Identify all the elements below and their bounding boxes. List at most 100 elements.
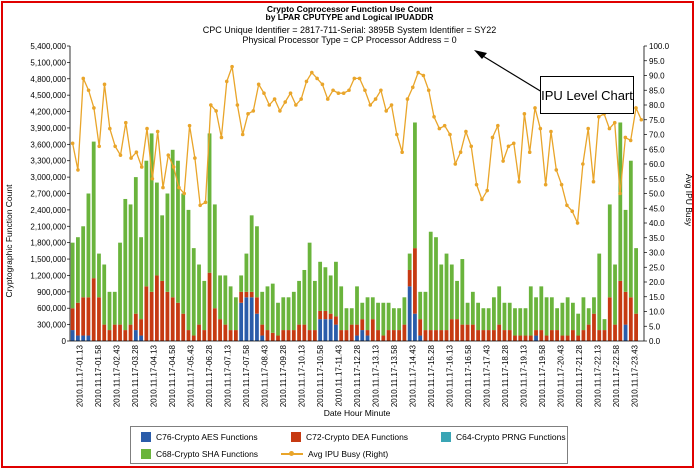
ipu-busy-point bbox=[123, 120, 128, 125]
bar-dea bbox=[323, 310, 328, 320]
bar-sha bbox=[497, 286, 502, 325]
bar-dea bbox=[623, 291, 628, 325]
ipu-busy-point bbox=[187, 123, 192, 128]
bar-aes bbox=[239, 302, 244, 341]
ipu-busy-point bbox=[485, 188, 489, 193]
bar-dea bbox=[418, 319, 423, 336]
bar-dea bbox=[123, 330, 128, 341]
bar-sha bbox=[334, 261, 338, 317]
ipu-busy-point bbox=[219, 135, 224, 140]
bar-aes bbox=[255, 313, 259, 341]
bar-sha bbox=[460, 259, 465, 325]
bar-dea bbox=[544, 335, 549, 341]
bar-dea bbox=[139, 319, 143, 336]
ipu-busy-point bbox=[347, 88, 351, 93]
bar-dea bbox=[70, 308, 75, 331]
ipu-busy-point bbox=[506, 144, 511, 149]
bar-sha bbox=[344, 308, 349, 331]
bar-sha bbox=[607, 204, 612, 298]
bar-dea bbox=[602, 330, 607, 341]
bar-dea bbox=[513, 335, 517, 341]
bar-sha bbox=[133, 177, 138, 314]
bar-sha bbox=[165, 193, 170, 292]
bar-dea bbox=[239, 291, 244, 303]
bar-sha bbox=[297, 280, 301, 325]
bar-sha bbox=[370, 297, 375, 320]
chart-subtitle: CPC Unique Identifier = 2817-711-Serial:… bbox=[202, 25, 497, 35]
y-tick-label: 3,000,000 bbox=[30, 173, 66, 182]
legend-swatch-dea bbox=[291, 432, 301, 442]
chart-title: Crypto Coprocessor Function Use Count bbox=[266, 4, 433, 14]
y-tick-label: 600,000 bbox=[37, 304, 66, 313]
ipu-busy-point bbox=[384, 109, 389, 113]
bar-sha bbox=[255, 226, 259, 298]
bar-sha bbox=[186, 209, 191, 331]
bar-sha bbox=[523, 308, 528, 336]
ipu-busy-point bbox=[76, 168, 80, 172]
bar-dea bbox=[318, 310, 323, 320]
x-tick-label: 2010.11.17-20.43 bbox=[557, 344, 566, 407]
bar-sha bbox=[391, 308, 396, 331]
ipu-busy-point bbox=[352, 76, 357, 81]
x-tick-label: 2010.11.17-21.28 bbox=[575, 344, 584, 407]
ipu-busy-point bbox=[410, 85, 415, 90]
bar-dea bbox=[170, 297, 175, 341]
bar-dea bbox=[97, 297, 101, 341]
bar-aes bbox=[76, 335, 80, 341]
bar-aes bbox=[70, 330, 75, 341]
bar-dea bbox=[176, 302, 180, 341]
bar-dea bbox=[107, 330, 112, 341]
ipu-busy-point bbox=[299, 97, 303, 101]
y-tick-label: 4,800,000 bbox=[30, 75, 66, 84]
bar-aes bbox=[81, 335, 86, 341]
bar-dea bbox=[560, 335, 565, 341]
bar-sha bbox=[592, 297, 596, 314]
bar-dea bbox=[428, 330, 433, 341]
bar-aes bbox=[355, 335, 359, 341]
ipu-busy-point bbox=[166, 153, 171, 157]
bar-dea bbox=[207, 272, 212, 341]
bar-aes bbox=[318, 319, 323, 341]
ipu-busy-point bbox=[118, 153, 123, 157]
ipu-busy-point bbox=[70, 141, 75, 146]
bar-dea bbox=[291, 330, 296, 341]
bar-dea bbox=[534, 330, 538, 336]
bar-sha bbox=[170, 149, 175, 298]
bar-dea bbox=[549, 330, 554, 341]
bar-dea bbox=[397, 330, 402, 341]
ipu-busy-point bbox=[224, 79, 229, 84]
ipu-busy-point bbox=[86, 88, 91, 93]
bar-sha bbox=[576, 313, 581, 336]
ipu-busy-point bbox=[517, 179, 521, 184]
ipu-busy-point bbox=[357, 76, 362, 81]
bar-dea bbox=[302, 324, 307, 341]
ipu-busy-point bbox=[469, 144, 474, 149]
y-tick-label: 0 bbox=[62, 337, 67, 346]
bar-dea bbox=[144, 286, 149, 341]
bar-sha bbox=[486, 308, 491, 331]
bar-sha bbox=[176, 160, 180, 303]
bar-dea bbox=[555, 330, 560, 341]
bar-sha bbox=[97, 253, 101, 298]
bar-sha bbox=[565, 297, 570, 336]
x-tick-label: 2010.11.17-07.58 bbox=[242, 344, 251, 407]
bar-sha bbox=[202, 280, 207, 331]
x-tick-label: 2010.11.17-03.28 bbox=[131, 344, 140, 407]
bar-dea bbox=[249, 291, 254, 298]
bar-sha bbox=[160, 215, 165, 281]
legend-item-dea: C72-Crypto DEA Functions bbox=[291, 432, 408, 442]
bar-dea bbox=[133, 313, 138, 331]
x-tick-label: 2010.11.17-04.13 bbox=[149, 344, 158, 407]
bar-sha bbox=[539, 286, 544, 331]
ipu-busy-point bbox=[501, 159, 505, 163]
bar-sha bbox=[597, 253, 602, 331]
bar-sha bbox=[244, 253, 249, 292]
ipu-busy-point bbox=[113, 144, 117, 149]
ipu-busy-point bbox=[129, 156, 133, 160]
ipu-busy-point bbox=[203, 200, 208, 205]
x-tick-label: 2010.11.17-01.13 bbox=[75, 344, 84, 407]
bar-dea bbox=[523, 335, 528, 341]
y-tick-label: 3,900,000 bbox=[30, 124, 66, 133]
bar-dea bbox=[502, 330, 507, 341]
